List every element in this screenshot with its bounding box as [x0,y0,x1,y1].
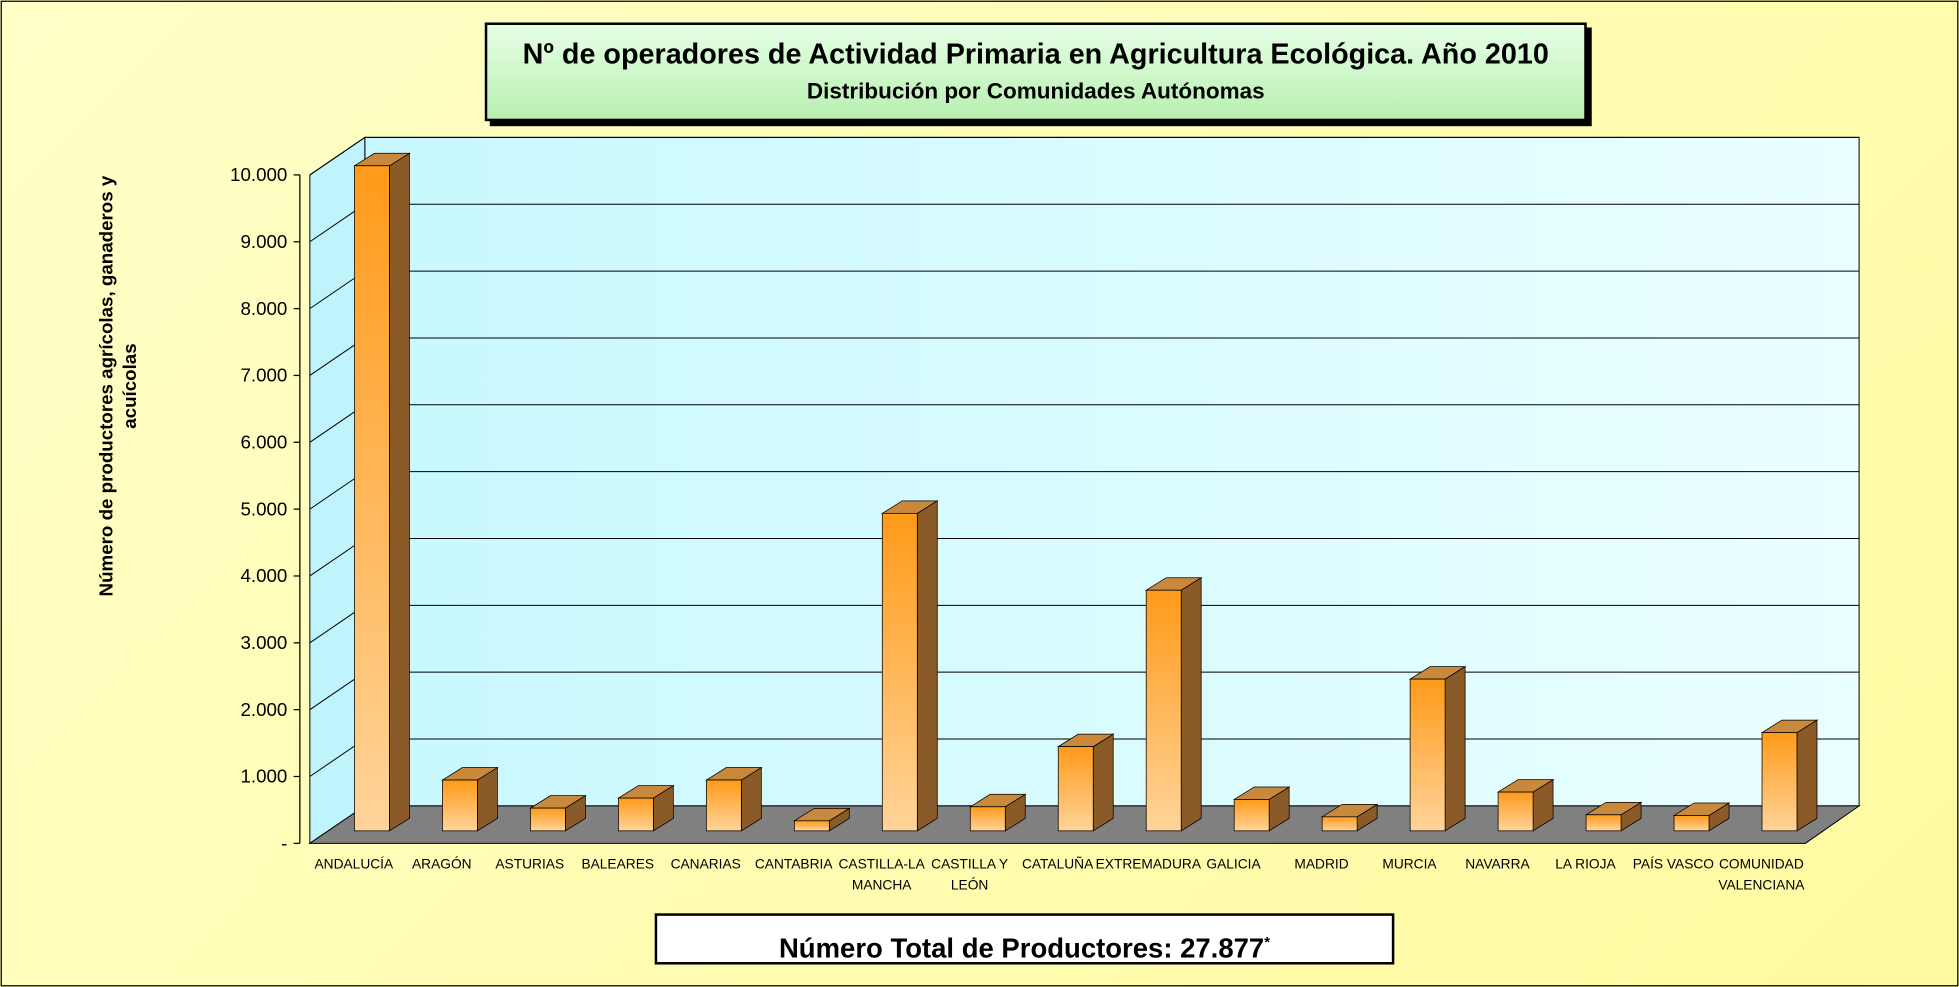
bar [618,797,654,832]
x-tick-label: EXTREMADURA [1095,857,1201,873]
y-tick-label: 2.000 [240,699,287,720]
total-text: Número Total de Productores: 27.877 [778,932,1265,964]
grid-line [309,137,366,176]
y-tick-label: 6.000 [240,432,287,453]
y-tick-label: 7.000 [240,365,287,386]
x-tick-label: ANDALUCÍA [314,857,394,873]
chart-title: Nº de operadores de Actividad Primaria e… [522,37,1549,70]
x-tick-label: GALICIA [1206,857,1261,873]
y-tick-label: 9.000 [240,231,287,252]
x-tick-label: NAVARRA [1465,857,1530,873]
bar [1761,732,1798,832]
x-tick-label: CASTILLA Y LEÓN [931,857,1009,894]
bar-side [916,500,938,832]
bar [1497,791,1534,832]
x-tick-label: CANARIAS [670,857,741,873]
y-tick-label: - [281,833,287,854]
x-tick-label: ASTURIAS [495,857,565,873]
bar [969,806,1006,832]
total-box: Número Total de Productores: 27.877* [654,913,1395,965]
bar-side [389,152,410,832]
bar-side [1796,719,1818,832]
bar-side [1444,665,1466,832]
y-tick-label: 4.000 [240,565,287,586]
x-tick-label: CATALUÑA [1021,857,1094,873]
bar [1673,815,1710,832]
bar [1321,816,1358,832]
x-tick-label: MURCIA [1382,857,1437,873]
x-tick-label: PAÍS VASCO [1632,857,1715,873]
bar [354,165,390,832]
x-tick-label: BALEARES [581,857,655,873]
x-tick-label: LA RIOJA [1555,857,1616,873]
x-tick-label: COMUNIDAD VALENCIANA [1718,857,1805,894]
chart-subtitle: Distribución por Comunidades Autónomas [806,78,1265,104]
y-tick-label: 3.000 [240,632,287,653]
bar [793,820,830,832]
y-tick-label: 1.000 [240,766,287,787]
y-tick-label: 8.000 [240,298,287,319]
bar [1233,799,1270,832]
footnote-mark: * [1264,933,1271,951]
bar [442,779,478,832]
bar [881,512,918,832]
bar [1145,589,1182,832]
title-box: Nº de operadores de Actividad Primaria e… [484,22,1587,122]
bar [1585,814,1622,832]
bar-side [1180,577,1202,832]
y-tick-label: 5.000 [240,498,287,519]
bar [530,807,566,832]
x-tick-label: CANTABRIA [754,857,833,873]
bar [1057,746,1094,832]
x-tick-label: CASTILLA-LA MANCHA [838,857,925,894]
y-tick-label: 10.000 [230,164,287,185]
bar-side [1092,733,1114,832]
bar [705,779,742,832]
x-tick-label: MADRID [1294,857,1349,873]
y-axis-label: Número de productores agrícolas, ganader… [96,175,142,597]
bar [1409,678,1446,832]
x-tick-label: ARAGÓN [412,857,472,873]
